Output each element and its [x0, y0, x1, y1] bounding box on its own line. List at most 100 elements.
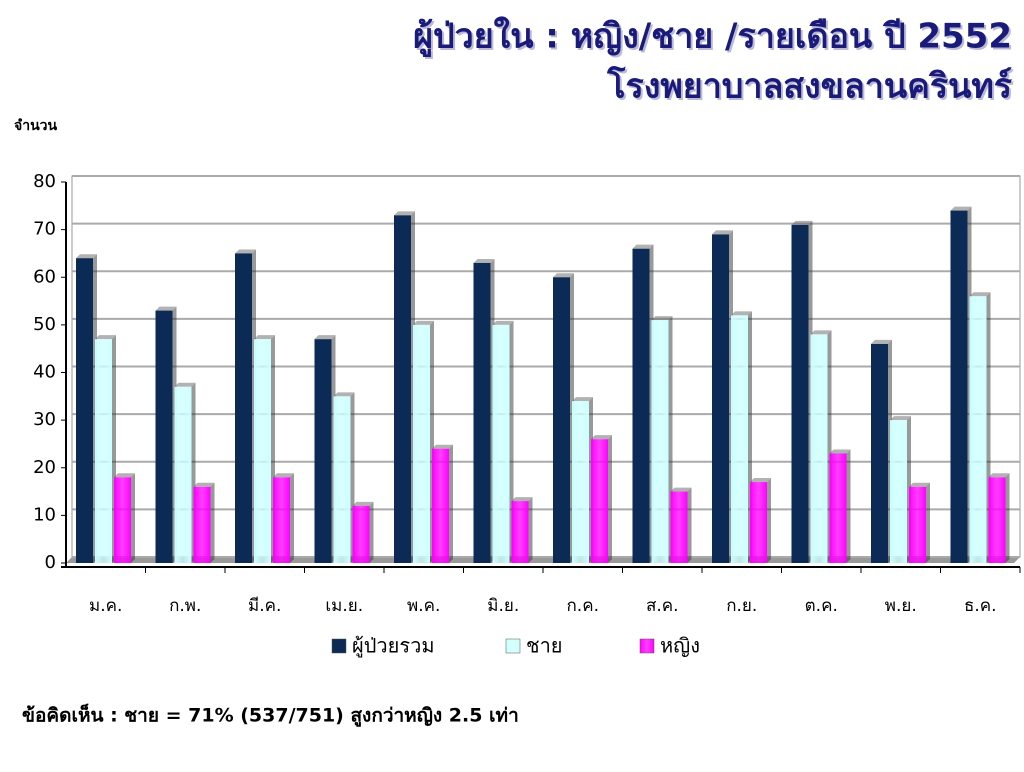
- bar: [473, 262, 491, 563]
- bar-top: [155, 306, 177, 311]
- bar-side: [926, 482, 930, 563]
- legend-label: ชาย: [526, 634, 563, 658]
- legend-swatch: [505, 638, 521, 654]
- bar: [314, 339, 332, 563]
- bar-top: [572, 397, 593, 402]
- bar: [235, 253, 252, 563]
- bar-top: [511, 497, 533, 502]
- bar-top: [731, 311, 752, 316]
- bar-top: [193, 482, 215, 487]
- y-tick-label: 0: [45, 552, 56, 573]
- annotation: ข้อคิดเห็น : ชาย = 71% (537/751) สูงกว่า…: [22, 703, 519, 728]
- plot-floor: [66, 557, 1020, 563]
- y-tick-label: 30: [33, 409, 56, 430]
- bar: [155, 310, 173, 563]
- bar-top: [950, 206, 972, 211]
- x-tick-label: ส.ค.: [646, 596, 679, 616]
- x-tick-label: ก.ย.: [726, 596, 757, 616]
- bar-top: [969, 292, 991, 297]
- bar: [871, 343, 888, 563]
- x-tick-label: เม.ย.: [325, 596, 363, 616]
- bar: [413, 324, 430, 563]
- bar: [572, 401, 589, 563]
- y-tick-label: 80: [33, 171, 56, 192]
- bar-top: [632, 244, 654, 249]
- x-tick-label: มี.ค.: [248, 596, 281, 616]
- bar-top: [273, 473, 294, 478]
- bar-side: [767, 478, 771, 563]
- legend-label: หญิง: [660, 634, 700, 658]
- bar: [174, 386, 192, 563]
- x-tick-label: มิ.ย.: [487, 596, 519, 616]
- bar-side: [131, 473, 135, 563]
- bar-side: [1005, 473, 1010, 563]
- y-axis-label: จำนวน: [14, 118, 57, 134]
- bar-side: [210, 482, 215, 563]
- bar-top: [591, 435, 612, 440]
- bar: [76, 258, 93, 563]
- bar: [511, 501, 529, 563]
- bar-top: [988, 473, 1010, 478]
- bar: [273, 477, 290, 563]
- bar: [950, 210, 968, 563]
- chart-subtitle: โรงพยาบาลสงขลานครินทร์: [606, 66, 1012, 107]
- subtitle-shadow: โรงพยาบาลสงขลานครินทร์: [608, 68, 1014, 109]
- bar-top: [95, 335, 116, 340]
- bar-top: [810, 330, 832, 335]
- legend-swatch: [639, 638, 655, 654]
- y-tick-label: 10: [33, 504, 56, 525]
- y-tick-label: 40: [33, 362, 56, 383]
- bar-top: [314, 335, 336, 340]
- bar-side: [846, 449, 851, 563]
- bar-top: [254, 335, 275, 340]
- bar: [254, 339, 271, 563]
- bar: [394, 215, 411, 563]
- bar: [829, 453, 847, 563]
- bar: [988, 477, 1006, 563]
- bar: [632, 248, 650, 564]
- bar-top: [791, 220, 813, 225]
- title-shadow: ผู้ป่วยใน : หญิง/ชาย /รายเดือน ปี 2552: [415, 18, 1014, 60]
- y-tick-label: 70: [33, 219, 56, 240]
- bar-top: [909, 482, 930, 487]
- bar-top: [871, 339, 892, 344]
- bar-top: [750, 478, 771, 483]
- bar: [492, 324, 510, 563]
- bar: [352, 505, 370, 563]
- x-tick-label: ก.ค.: [567, 596, 599, 616]
- bar: [553, 277, 570, 563]
- x-tick-label: ม.ค.: [89, 596, 122, 616]
- bar-top: [829, 449, 851, 454]
- bar: [810, 334, 828, 563]
- x-tick-label: พ.ค.: [407, 596, 440, 616]
- y-tick-label: 50: [33, 314, 56, 335]
- bar-side: [449, 444, 453, 563]
- bar-top: [333, 392, 355, 397]
- x-tick-label: ก.พ.: [169, 596, 201, 616]
- bar: [731, 315, 748, 563]
- legend-label: ผู้ป่วยรวม: [352, 634, 435, 659]
- bar: [333, 396, 351, 563]
- x-tick-label: ต.ค.: [805, 596, 838, 616]
- bar-top: [712, 230, 733, 235]
- bar: [591, 439, 608, 563]
- bar: [909, 486, 926, 563]
- bar-side: [290, 473, 294, 563]
- bar: [95, 339, 112, 563]
- bar: [651, 320, 669, 563]
- bar-side: [528, 497, 533, 563]
- bar: [432, 448, 449, 563]
- bar: [193, 486, 211, 563]
- bar: [750, 482, 767, 563]
- bar-side: [369, 501, 374, 563]
- bar-top: [553, 273, 574, 278]
- bar-top: [394, 211, 415, 216]
- bar: [791, 224, 809, 564]
- bar: [890, 420, 907, 563]
- bar: [969, 296, 987, 563]
- bar-top: [473, 258, 495, 263]
- bar-top: [352, 501, 374, 506]
- bar-top: [114, 473, 135, 478]
- x-tick-label: ธ.ค.: [964, 596, 997, 616]
